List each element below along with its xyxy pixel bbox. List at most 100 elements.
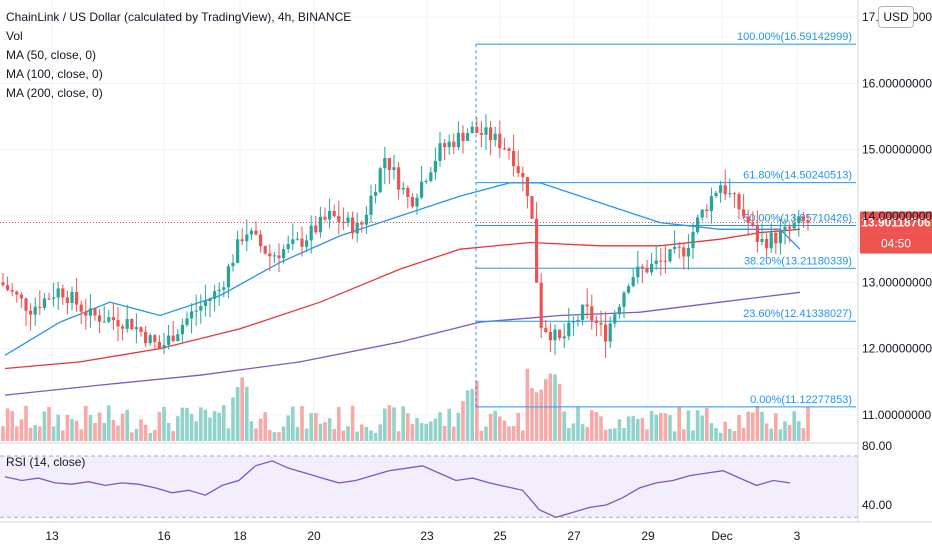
candle-body: [208, 298, 212, 302]
volume-bar: [185, 407, 189, 441]
volume-bar: [102, 422, 106, 441]
volume-bar: [636, 418, 640, 441]
fibonacci-retracement[interactable]: 100.00%(16.59142999)61.80%(14.50240513)5…: [475, 31, 856, 408]
volume-bar: [277, 432, 281, 441]
candle-body: [581, 304, 585, 320]
y-tick-label: 13.00000000: [862, 275, 932, 289]
candle-body: [765, 238, 769, 249]
volume-bar: [452, 426, 456, 441]
volume-bar: [130, 432, 134, 441]
candle-body: [433, 160, 437, 173]
candle-body: [778, 231, 782, 244]
volume-bar: [737, 415, 741, 441]
candle-body: [650, 263, 654, 273]
candle-body: [489, 127, 493, 141]
ma200-line: [4, 291, 801, 396]
volume-bar: [695, 410, 700, 441]
candle-body: [15, 291, 19, 295]
x-tick-label: 25: [493, 529, 507, 543]
candle-body: [378, 168, 382, 193]
candle-body: [627, 286, 631, 293]
volume-bar: [15, 426, 19, 441]
candle-body: [52, 297, 56, 299]
volume-bar: [603, 429, 608, 441]
legend-ma50: MA (50, close, 0): [6, 48, 97, 62]
x-tick-label: 23: [420, 529, 434, 543]
candle-body: [383, 157, 387, 169]
volume-bar: [162, 406, 166, 441]
volume-bar: [677, 407, 681, 441]
candle-body: [392, 167, 396, 170]
volume-bar: [562, 411, 566, 441]
volume-bar: [153, 429, 157, 441]
volume-bar: [654, 414, 658, 441]
candle-body: [194, 310, 198, 312]
volume-bar: [125, 409, 129, 441]
volume-bar: [682, 429, 686, 441]
candle-body: [590, 306, 594, 321]
candle-body: [723, 185, 727, 195]
candle-body: [571, 321, 575, 323]
volume-bar: [341, 430, 346, 441]
volume-bar: [19, 419, 24, 441]
candle-body: [525, 177, 529, 197]
candle-body: [709, 196, 713, 212]
candle-body: [171, 335, 175, 342]
candle-body: [755, 225, 759, 242]
candle-body: [24, 298, 28, 311]
candle-body: [157, 341, 161, 349]
volume-bar: [516, 412, 520, 441]
candle-body: [65, 297, 69, 303]
candle-body: [263, 246, 267, 254]
candle-body: [295, 238, 299, 240]
volume-bar: [97, 412, 102, 441]
candle-body: [111, 317, 115, 321]
candle-body: [608, 323, 612, 342]
candle-body: [75, 292, 79, 305]
volume-bar: [47, 407, 51, 441]
volume-bar: [258, 418, 263, 441]
volume-bar: [465, 390, 470, 441]
candle-body: [88, 308, 92, 316]
volume-bar: [194, 421, 198, 441]
volume-bar: [479, 430, 484, 441]
volume-bar: [360, 424, 364, 441]
chart-legend: ChainLink / US Dollar (calculated by Tra…: [6, 8, 351, 103]
last-price-tag: [860, 211, 932, 234]
volume-bar: [613, 428, 617, 441]
volume-bar: [56, 414, 60, 441]
x-tick-label: 18: [233, 529, 247, 543]
candle-body: [139, 327, 143, 332]
candle-body: [70, 292, 74, 303]
candle-body: [714, 192, 718, 197]
volume-bar: [511, 426, 516, 441]
candle-body: [107, 317, 111, 322]
candle-body: [539, 282, 543, 328]
currency-badge[interactable]: USD: [878, 6, 914, 28]
candle-body: [760, 238, 764, 242]
volume-bar: [594, 411, 599, 441]
candle-body: [185, 318, 189, 325]
candle-body: [438, 143, 442, 161]
candle-body: [567, 322, 571, 337]
candle-body: [199, 305, 203, 311]
volume-bar: [686, 410, 691, 441]
volume-bar: [61, 430, 65, 441]
candle-body: [314, 225, 318, 233]
candle-body: [544, 327, 548, 332]
fib-level-label: 61.80%(14.50240513): [743, 170, 852, 182]
volume-bar: [226, 428, 231, 441]
volume-bar: [769, 428, 773, 441]
volume-bar: [778, 429, 783, 441]
volume-bar: [544, 379, 548, 441]
volume-bar: [659, 412, 663, 441]
volume-bar: [622, 428, 626, 441]
candle-body: [231, 262, 235, 267]
volume-bar: [764, 423, 769, 441]
candle-body: [530, 196, 534, 219]
candle-body: [130, 318, 134, 330]
volume-bar: [212, 411, 217, 441]
volume-bar: [231, 397, 235, 441]
volume-bar: [245, 386, 249, 441]
